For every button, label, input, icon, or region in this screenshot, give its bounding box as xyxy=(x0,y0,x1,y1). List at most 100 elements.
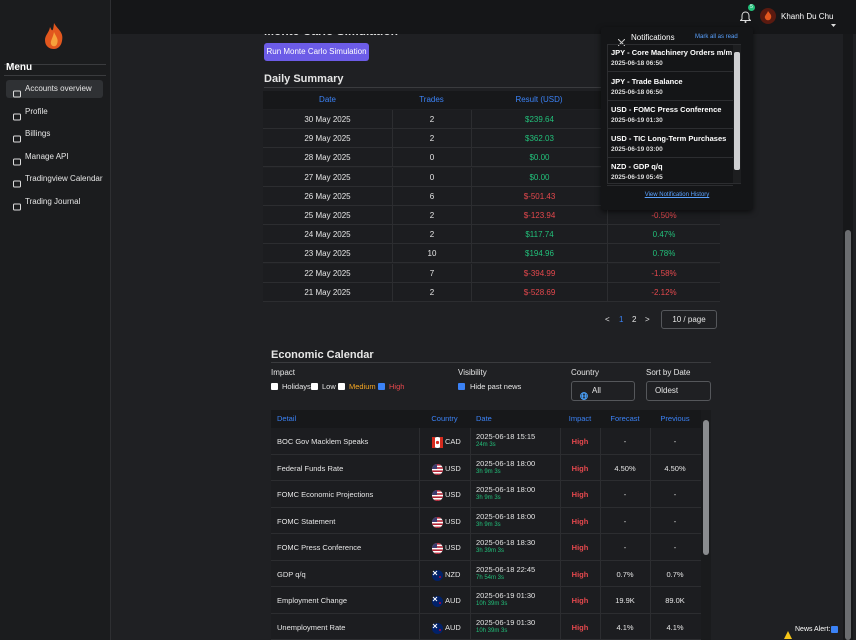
close-icon xyxy=(617,33,626,47)
notification-item[interactable] xyxy=(607,73,733,101)
cell-border xyxy=(600,507,601,534)
countdown: 3h 9m 3s xyxy=(476,521,501,528)
cell-border xyxy=(470,534,471,560)
flag-icon xyxy=(432,462,443,475)
cell-border xyxy=(470,428,471,454)
pager-prev[interactable]: < xyxy=(605,315,610,324)
pager-page[interactable]: 2 xyxy=(632,315,637,324)
news-alert-checkbox[interactable] xyxy=(831,626,838,633)
cell: 0.7% xyxy=(666,569,684,579)
filter-label: Sort by Date xyxy=(646,368,691,377)
cell-border xyxy=(419,507,420,534)
cell-border xyxy=(470,507,471,534)
cell: BOC Gov Macklem Speaks xyxy=(277,437,369,446)
notification-history[interactable]: View Notification History xyxy=(644,192,710,198)
run-button[interactable]: Run Monte Carlo Simulation xyxy=(264,43,369,61)
impact: High xyxy=(571,437,589,446)
checkbox[interactable] xyxy=(338,383,345,390)
cell: - xyxy=(623,490,627,499)
flag-icon xyxy=(432,541,443,554)
notification-item-title: NZD - GDP q/q xyxy=(611,162,663,171)
notification-item[interactable] xyxy=(607,101,733,129)
cell-border xyxy=(650,507,651,534)
menu-item[interactable]: Profile xyxy=(25,107,48,116)
menu-item[interactable]: Manage API xyxy=(25,152,69,161)
table-row xyxy=(263,244,720,264)
countdown: 3h 9m 3s xyxy=(476,495,501,501)
cell-border xyxy=(560,560,561,587)
checkbox-label: High xyxy=(389,382,405,391)
notification-item-date: 2025-06-19 03:00 xyxy=(611,145,663,153)
pager-next[interactable]: > xyxy=(645,315,650,324)
countdown: 7h 54m 3s xyxy=(476,574,505,581)
cell-border xyxy=(560,454,561,481)
checkbox[interactable] xyxy=(311,383,318,390)
countdown: 3h 9m 3s xyxy=(476,468,501,475)
cell-border xyxy=(419,587,420,613)
menu-icon xyxy=(13,108,21,121)
checkbox-label: Holidays xyxy=(282,382,311,391)
cell: 4.1% xyxy=(666,622,684,632)
flag-icon xyxy=(432,435,443,448)
notification-item-title: JPY - Trade Balance xyxy=(611,76,683,86)
cell-border xyxy=(470,613,471,640)
mark-all-read[interactable]: Mark all as read xyxy=(695,34,738,40)
notification-item-date: 2025-06-18 06:50 xyxy=(611,60,663,67)
cell: - xyxy=(673,543,677,552)
notification-item[interactable] xyxy=(607,158,733,186)
impact: High xyxy=(571,463,589,473)
globe-icon xyxy=(580,387,588,400)
checkbox[interactable] xyxy=(458,383,465,390)
cell: $0.00 xyxy=(471,148,607,168)
checkbox[interactable] xyxy=(378,383,385,390)
cell: - xyxy=(623,437,627,446)
flag-icon xyxy=(432,594,443,607)
page-size-select[interactable]: 10 / page xyxy=(661,310,717,329)
table-row xyxy=(271,560,701,587)
cell-border xyxy=(419,428,420,454)
cell-border xyxy=(470,587,471,613)
country-select[interactable]: All xyxy=(571,381,635,401)
cell-border xyxy=(419,560,420,587)
notification-title: Notifications xyxy=(631,33,675,42)
cell: Unemployment Rate xyxy=(277,622,346,632)
cell: $-394.99 xyxy=(471,263,607,283)
column-header: Date xyxy=(319,95,336,104)
column-header: Previous xyxy=(660,414,690,423)
notification-item-date: 2025-06-19 05:45 xyxy=(611,174,663,181)
menu-item[interactable]: Tradingview Calendar xyxy=(25,174,103,183)
cell: $117.74 xyxy=(471,225,607,245)
column-header: Date xyxy=(476,414,492,423)
menu-item[interactable]: Accounts overview xyxy=(25,84,92,93)
cell: - xyxy=(673,516,677,526)
section-title: Economic Calendar xyxy=(271,349,374,361)
user-name[interactable]: Khanh Du Chu xyxy=(781,12,834,21)
column-header: Forecast xyxy=(610,414,640,423)
divider xyxy=(4,64,106,65)
cell: 4.50% xyxy=(614,463,636,473)
impact: High xyxy=(571,543,589,552)
cell: -1.58% xyxy=(607,263,720,283)
cell-border xyxy=(650,534,651,560)
impact: High xyxy=(571,622,589,632)
cell: 0.47% xyxy=(607,225,720,245)
cell: 10 xyxy=(392,244,471,264)
cell-border xyxy=(419,481,420,507)
cell: $239.64 xyxy=(471,110,607,129)
cell: 2025-06-18 22:45 xyxy=(476,564,536,574)
checkbox[interactable] xyxy=(271,383,278,390)
menu-icon xyxy=(13,175,21,188)
notification-item[interactable] xyxy=(607,44,733,72)
flag-icon xyxy=(432,515,443,528)
cell: - xyxy=(673,490,677,499)
pager-page[interactable]: 1 xyxy=(619,315,624,324)
sort-select[interactable]: Oldest xyxy=(646,381,711,401)
column-header: Impact xyxy=(568,414,592,423)
notification-item[interactable] xyxy=(607,130,733,158)
menu-item[interactable]: Billings xyxy=(25,129,51,138)
cell: 23 May 2025 xyxy=(304,249,351,259)
cell: 6 xyxy=(392,186,471,206)
menu-item[interactable]: Trading Journal xyxy=(25,197,81,206)
cell: 2025-06-18 18:00 xyxy=(476,511,536,521)
cell-border xyxy=(650,613,651,640)
